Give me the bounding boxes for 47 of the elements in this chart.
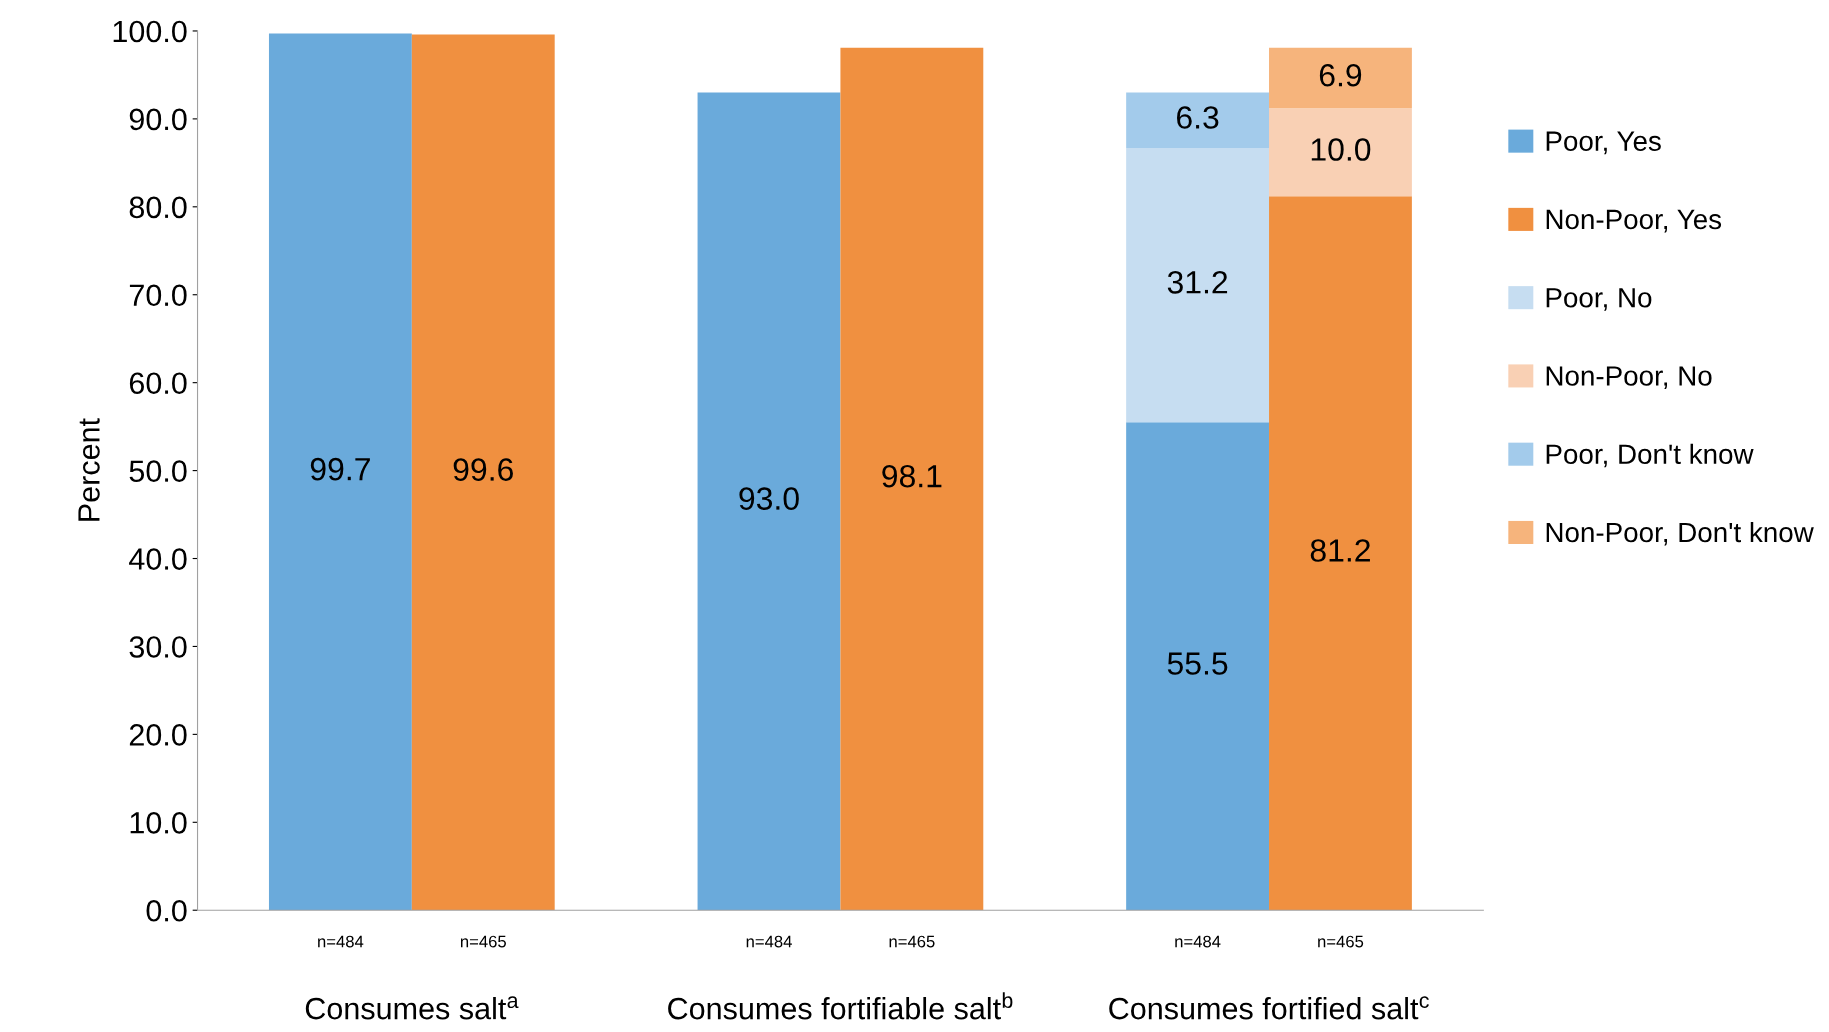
y-tick-label: 80.0 bbox=[129, 196, 187, 219]
text: Consumes salt$^{a}$ bbox=[305, 996, 519, 1020]
y-tick-label: 10.0 bbox=[130, 812, 187, 834]
legend-label: Poor, No bbox=[1546, 288, 1652, 311]
bar bbox=[840, 47, 984, 911]
text: Consumes fortified salt$^{c}$ bbox=[1109, 996, 1429, 1020]
bar bbox=[411, 34, 555, 911]
x-tick-label: n=484 bbox=[746, 935, 792, 948]
legend-label: Non-Poor, No bbox=[1546, 366, 1712, 390]
data-label: 6.3 bbox=[1177, 106, 1219, 129]
bar bbox=[1126, 92, 1270, 148]
data-label: 93.0 bbox=[739, 487, 799, 510]
y-axis-title: Percent bbox=[78, 418, 100, 521]
legend-label: Non-Poor, Don't know bbox=[1546, 521, 1814, 546]
text: Consumes fortifiable salt$^{b}$ bbox=[668, 992, 1013, 1020]
bar bbox=[1269, 196, 1412, 911]
x-tick-label: n=484 bbox=[318, 935, 364, 948]
x-tick-label: n=465 bbox=[1318, 935, 1364, 948]
x-tick-label: n=465 bbox=[889, 935, 935, 948]
y-tick-label: 50.0 bbox=[129, 460, 187, 482]
bar bbox=[1126, 422, 1270, 911]
x-tick-label: n=484 bbox=[1175, 935, 1221, 948]
data-label: 98.1 bbox=[882, 464, 942, 488]
data-label: 55.5 bbox=[1167, 652, 1228, 675]
y-tick-label: 20.0 bbox=[129, 724, 187, 746]
x-tick-label: n=465 bbox=[460, 935, 506, 948]
data-label: 31.2 bbox=[1167, 271, 1228, 294]
bar bbox=[268, 33, 412, 911]
bar bbox=[1269, 108, 1412, 197]
bar bbox=[1269, 47, 1412, 109]
y-tick-label: 100.0 bbox=[113, 20, 187, 43]
y-tick-label: 40.0 bbox=[129, 548, 187, 570]
data-label: 99.6 bbox=[453, 458, 513, 481]
legend-label: Poor, Don't know bbox=[1546, 443, 1754, 468]
legend-label: Non-Poor, Yes bbox=[1546, 209, 1722, 233]
y-tick-label: 90.0 bbox=[129, 108, 187, 131]
data-label: 10.0 bbox=[1311, 138, 1371, 161]
data-label: 6.9 bbox=[1319, 63, 1362, 87]
y-tick-label: 0.0 bbox=[146, 899, 187, 922]
data-label: 99.7 bbox=[310, 457, 370, 481]
bar bbox=[1126, 147, 1270, 423]
y-tick-label: 30.0 bbox=[129, 636, 187, 658]
bar bbox=[697, 92, 841, 911]
data-label: 81.2 bbox=[1310, 539, 1370, 562]
y-tick-label: 70.0 bbox=[129, 284, 187, 307]
y-tick-label: 60.0 bbox=[129, 372, 187, 395]
legend-label: Poor, Yes bbox=[1546, 131, 1661, 155]
